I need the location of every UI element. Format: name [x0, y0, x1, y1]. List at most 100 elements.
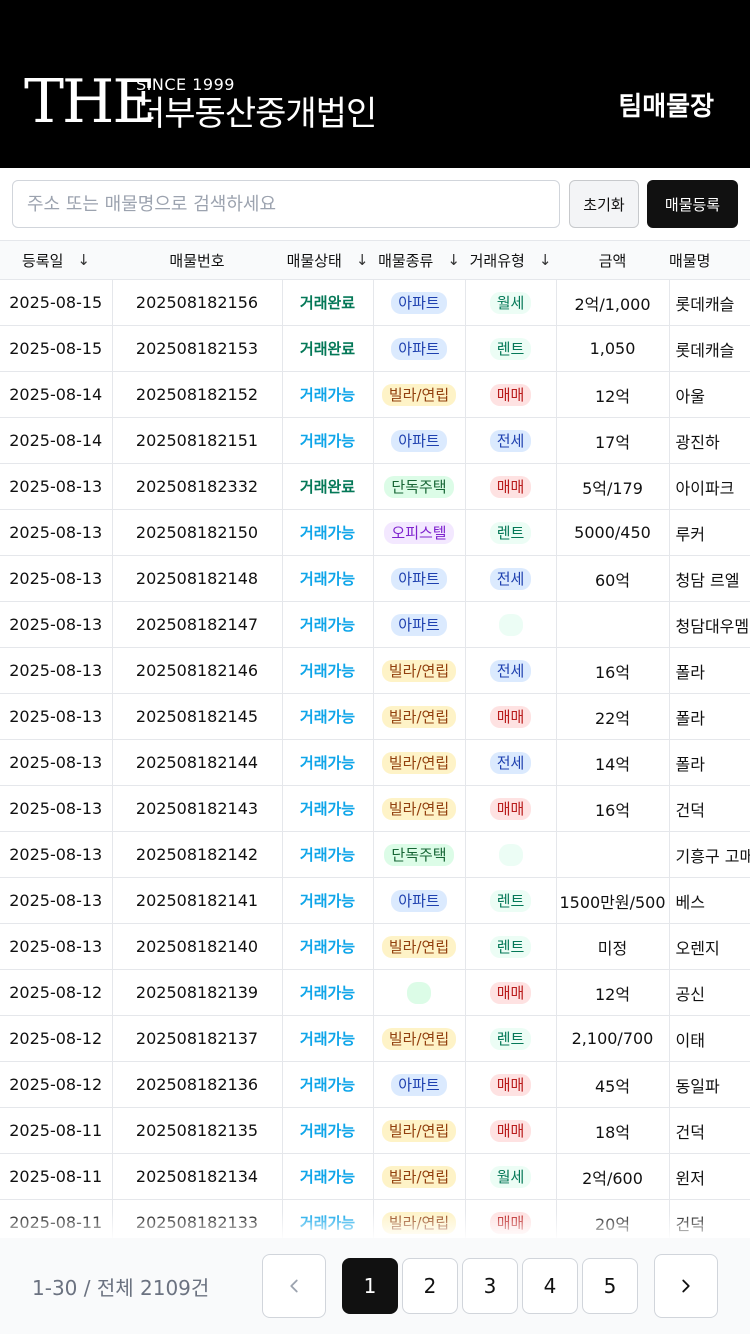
column-header[interactable]: 등록일 ↓	[0, 241, 112, 280]
listing-status: 거래가능	[282, 785, 374, 832]
table-row[interactable]: 2025-08-11 202508182135 거래가능 빌라/연립 매매 18억 건덕	[0, 1107, 750, 1154]
property-kind: 오피스텔	[373, 509, 466, 556]
add-listing-button[interactable]: 매물등록	[647, 180, 738, 228]
table-row[interactable]: 2025-08-11 202508182133 거래가능 빌라/연립 매매 20억 건덕	[0, 1199, 750, 1239]
reset-button[interactable]: 초기화	[569, 180, 639, 228]
table-row[interactable]: 2025-08-13 202508182146 거래가능 빌라/연립 전세 16억 폴라	[0, 647, 750, 694]
listing-number-text: 202508182142	[135, 845, 259, 864]
search-toolbar: 초기화 매물등록	[0, 168, 750, 240]
page-button[interactable]: 1	[342, 1258, 398, 1314]
listing-number: 202508182147	[112, 601, 283, 648]
column-header[interactable]: 매물종류 ↓	[373, 241, 465, 280]
listing-name: 광진하	[669, 417, 750, 464]
registered-date-text: 2025-08-13	[9, 753, 103, 772]
property-kind: 빌라/연립	[373, 1015, 466, 1062]
table-row[interactable]: 2025-08-13 202508182145 거래가능 빌라/연립 매매 22억 폴라	[0, 693, 750, 740]
listing-name-text: 아울	[675, 386, 705, 406]
price-text: 12억	[594, 386, 631, 406]
listing-name-text: 루커	[675, 524, 705, 544]
search-input[interactable]	[12, 180, 560, 228]
kind-badge: 아파트	[391, 1073, 447, 1096]
table-row[interactable]: 2025-08-13 202508182332 거래완료 단독주택 매매 5억/179 아이…	[0, 463, 750, 510]
deal-type-badge: 매매	[489, 1211, 532, 1234]
listing-table-container[interactable]: 등록일 ↓ 매물번호 매물상태 ↓ 매물종류 ↓ 거래유형 ↓ 금액 매물명 2025-08-15 2…	[0, 240, 750, 1239]
listing-number: 202508182133	[112, 1199, 283, 1239]
logo-since: SINCE 1999	[136, 75, 235, 94]
deal-type-badge: 매매	[489, 1119, 532, 1142]
table-row[interactable]: 2025-08-13 202508182147 거래가능 아파트 청담대우멤버	[0, 601, 750, 648]
price-text: 1500만원/500	[559, 892, 666, 912]
listing-name-text: 건덕	[675, 1122, 705, 1142]
listing-name: 아이파크	[669, 463, 750, 510]
arrow-down-icon[interactable]: ↓	[447, 251, 460, 269]
table-row[interactable]: 2025-08-13 202508182143 거래가능 빌라/연립 매매 16억 건덕	[0, 785, 750, 832]
prev-page-button[interactable]	[262, 1254, 326, 1318]
property-kind: 단독주택	[373, 831, 466, 878]
listing-status: 거래가능	[282, 1015, 374, 1062]
deal-type: 매매	[465, 1061, 557, 1108]
registered-date: 2025-08-13	[0, 923, 113, 970]
table-row[interactable]: 2025-08-13 202508182142 거래가능 단독주택 기흥구 고매	[0, 831, 750, 878]
table-row[interactable]: 2025-08-13 202508182140 거래가능 빌라/연립 렌트 미정 오렌지	[0, 923, 750, 970]
listing-status: 거래가능	[282, 1107, 374, 1154]
listing-number: 202508182152	[112, 371, 283, 418]
table-row[interactable]: 2025-08-11 202508182134 거래가능 빌라/연립 월세 2억/600 윈…	[0, 1153, 750, 1200]
deal-type-badge: 매매	[489, 797, 532, 820]
table-row[interactable]: 2025-08-13 202508182141 거래가능 아파트 렌트 1500만원/50…	[0, 877, 750, 924]
table-row[interactable]: 2025-08-12 202508182139 거래가능 매매 12억 공신	[0, 969, 750, 1016]
page-button[interactable]: 5	[582, 1258, 638, 1314]
column-header-label: 매물종류	[378, 251, 434, 270]
column-header: 매물명	[669, 241, 750, 280]
table-row[interactable]: 2025-08-14 202508182151 거래가능 아파트 전세 17억 광진하	[0, 417, 750, 464]
property-kind: 빌라/연립	[373, 785, 466, 832]
listing-status: 거래가능	[282, 1153, 374, 1200]
table-row[interactable]: 2025-08-12 202508182137 거래가능 빌라/연립 렌트 2,100/7…	[0, 1015, 750, 1062]
registered-date: 2025-08-14	[0, 417, 113, 464]
deal-type: 매매	[465, 1199, 557, 1239]
deal-type-badge: 월세	[489, 291, 532, 314]
registered-date: 2025-08-13	[0, 555, 113, 602]
listing-status: 거래가능	[282, 693, 374, 740]
column-header[interactable]: 거래유형 ↓	[465, 241, 556, 280]
listing-name-text: 이태	[675, 1030, 705, 1050]
registered-date-text: 2025-08-13	[9, 523, 103, 542]
property-kind: 빌라/연립	[373, 371, 466, 418]
arrow-down-icon[interactable]: ↓	[355, 251, 369, 269]
chevron-right-icon	[682, 1279, 690, 1293]
listing-name: 아울	[669, 371, 750, 418]
arrow-down-icon[interactable]: ↓	[538, 251, 552, 269]
price: 2억/1,000	[556, 279, 670, 326]
property-kind: 빌라/연립	[373, 1199, 466, 1239]
registered-date: 2025-08-14	[0, 371, 113, 418]
deal-type: 전세	[465, 739, 557, 786]
status-text: 거래가능	[299, 386, 356, 404]
page-button[interactable]: 4	[522, 1258, 578, 1314]
arrow-down-icon[interactable]: ↓	[77, 251, 90, 269]
kind-badge: 아파트	[391, 567, 447, 590]
table-row[interactable]: 2025-08-14 202508182152 거래가능 빌라/연립 매매 12억 아울	[0, 371, 750, 418]
listing-status: 거래가능	[282, 969, 374, 1016]
price-text: 14억	[594, 754, 631, 774]
kind-badge: 단독주택	[384, 843, 454, 866]
table-row[interactable]: 2025-08-13 202508182144 거래가능 빌라/연립 전세 14억 폴라	[0, 739, 750, 786]
column-header[interactable]: 매물상태 ↓	[282, 241, 373, 280]
registered-date: 2025-08-15	[0, 325, 113, 372]
next-page-button[interactable]	[654, 1254, 718, 1318]
deal-type-badge: 월세	[489, 1165, 532, 1188]
table-row[interactable]: 2025-08-13 202508182148 거래가능 아파트 전세 60억 청담 르엘	[0, 555, 750, 602]
listing-name: 롯데캐슬	[669, 325, 750, 372]
page-button[interactable]: 3	[462, 1258, 518, 1314]
property-kind: 아파트	[373, 279, 466, 326]
deal-type: 전세	[465, 555, 557, 602]
table-row[interactable]: 2025-08-15 202508182153 거래완료 아파트 렌트 1,050 롯데캐슬	[0, 325, 750, 372]
page-button[interactable]: 2	[402, 1258, 458, 1314]
deal-type-badge: 매매	[489, 1073, 532, 1096]
status-text: 거래가능	[299, 708, 356, 726]
table-row[interactable]: 2025-08-15 202508182156 거래완료 아파트 월세 2억/1,000 롯…	[0, 279, 750, 326]
table-row[interactable]: 2025-08-13 202508182150 거래가능 오피스텔 렌트 5000/450…	[0, 509, 750, 556]
price: 16억	[556, 647, 670, 694]
status-text: 거래가능	[299, 984, 356, 1002]
property-kind: 아파트	[373, 877, 466, 924]
table-row[interactable]: 2025-08-12 202508182136 거래가능 아파트 매매 45억 동일파	[0, 1061, 750, 1108]
kind-badge: 빌라/연립	[381, 659, 457, 682]
